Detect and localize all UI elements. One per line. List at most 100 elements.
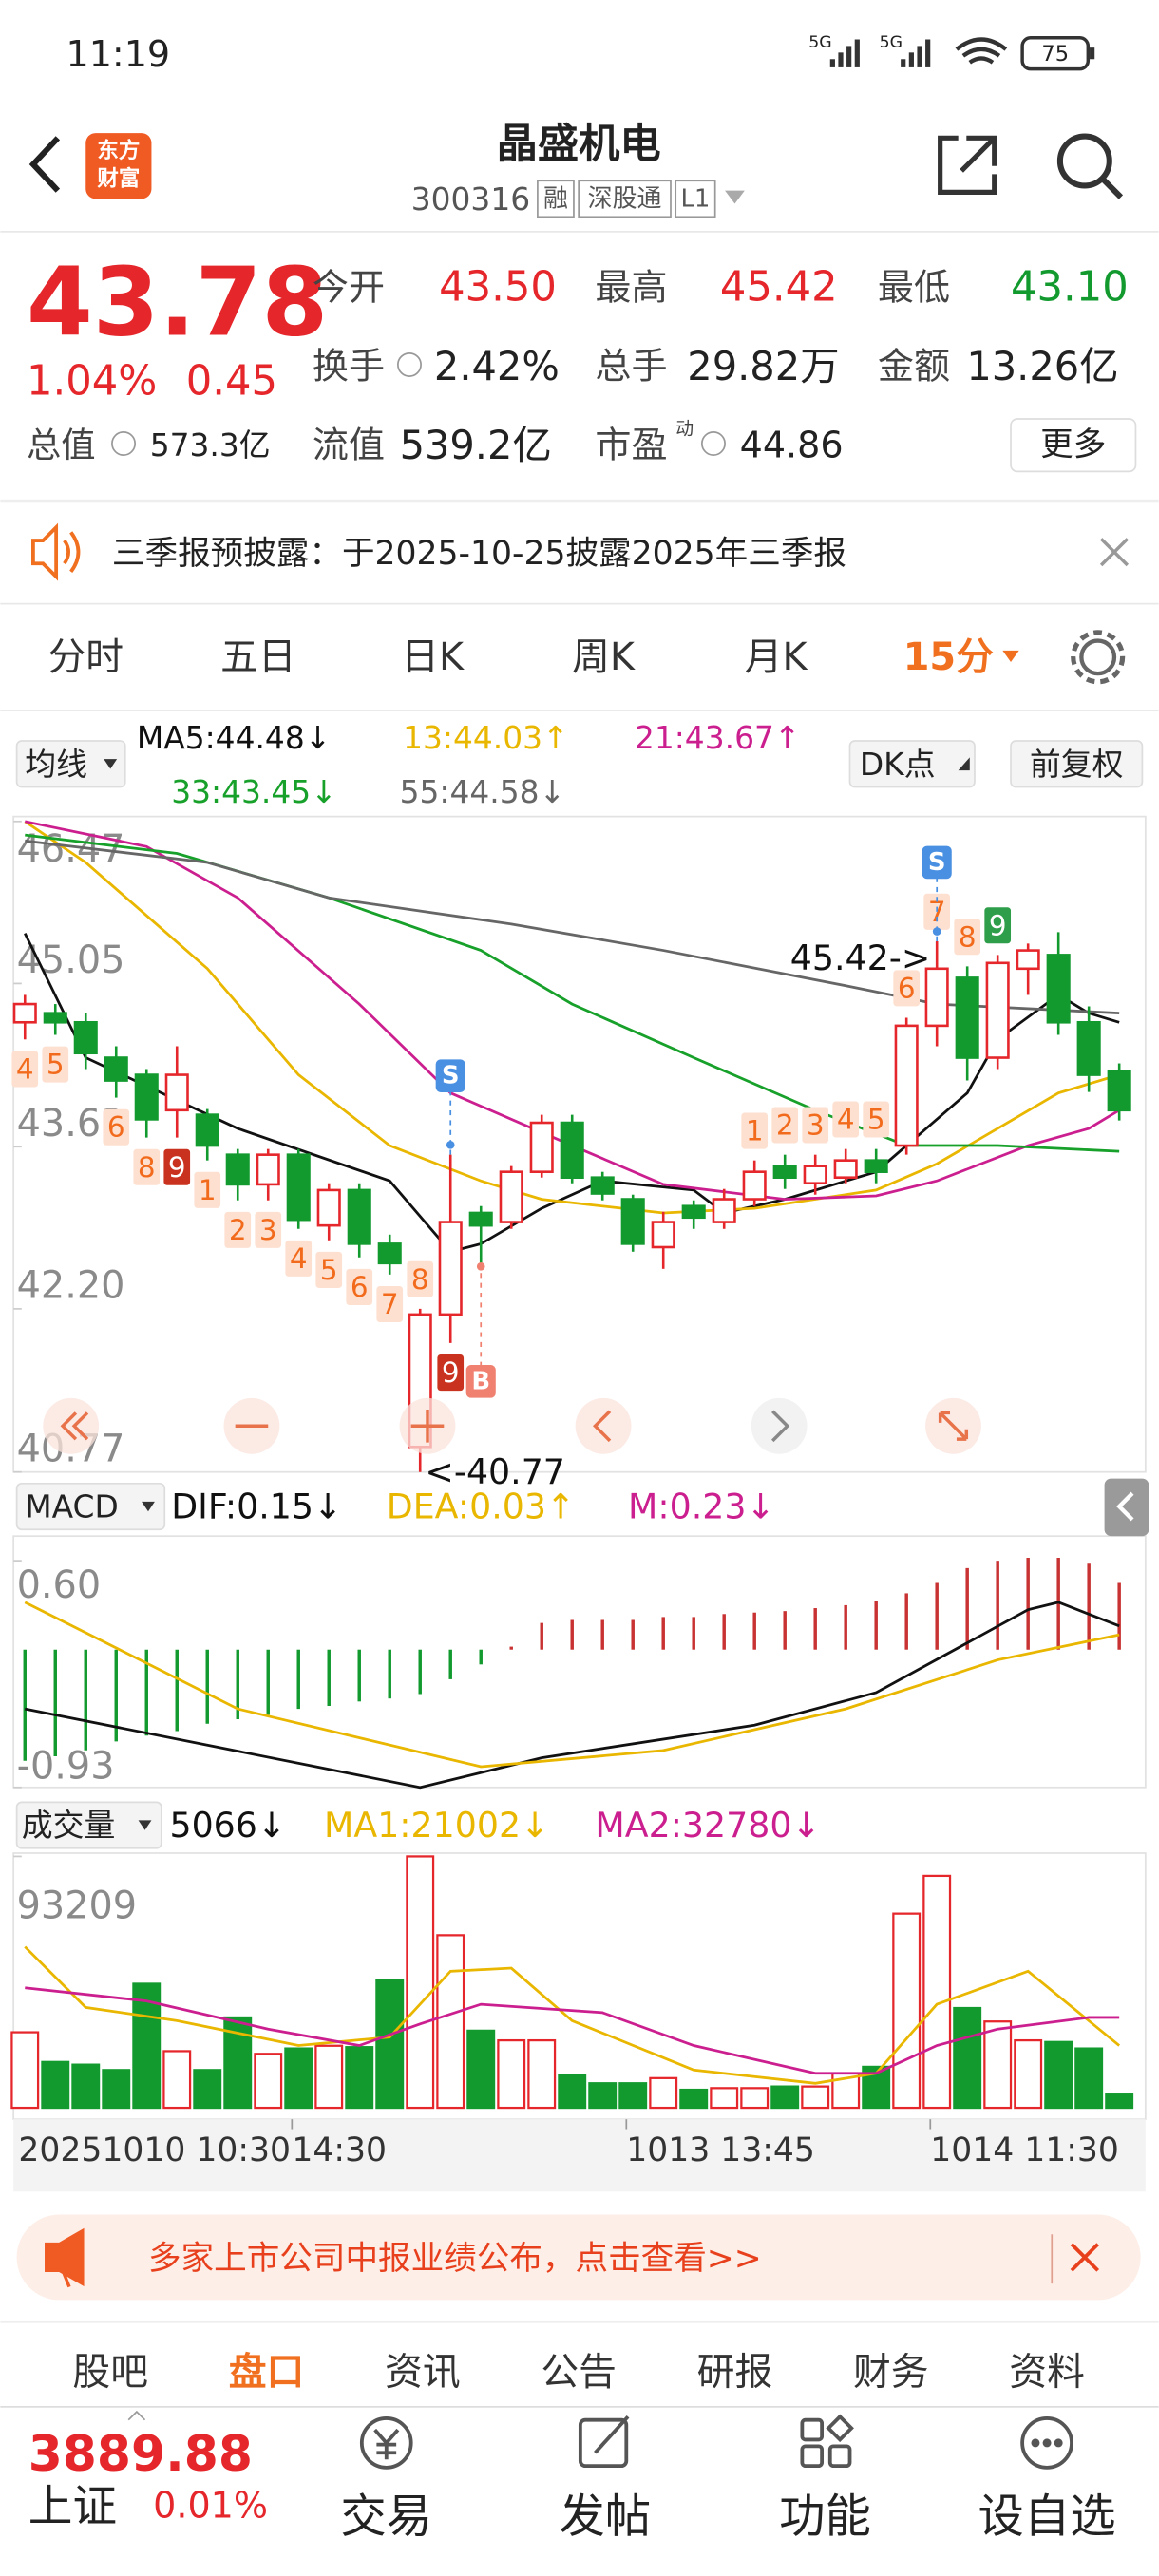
candle-body (985, 961, 1010, 1059)
index-name[interactable]: 上证 (28, 2481, 117, 2532)
volume-bar (345, 2046, 374, 2110)
banner-close[interactable] (1070, 2243, 1100, 2272)
badge (537, 180, 575, 218)
adjust-button-text[interactable]: 前复权 (1030, 746, 1124, 783)
macd-frame (12, 1535, 1147, 1789)
macd-button-text[interactable]: MACD (25, 1488, 119, 1525)
more-button[interactable] (1010, 418, 1137, 473)
info-icon[interactable] (700, 431, 726, 456)
notice-text[interactable]: 三季报预披露：于2025-10-25披露2025年三季报 (112, 535, 846, 573)
signal-icon (829, 39, 860, 67)
td-badge (315, 1251, 343, 1288)
y-tick-label: -0.93 (17, 1744, 115, 1788)
info-tab[interactable]: 股吧 (72, 2351, 148, 2395)
collapse-button[interactable] (1104, 1478, 1150, 1537)
search-button[interactable] (1100, 177, 1124, 199)
wifi-icon (955, 37, 1008, 65)
expand-icon[interactable] (127, 2410, 146, 2421)
volume-bar (132, 1982, 162, 2110)
td-count: 2 (229, 1214, 247, 1246)
divider (0, 499, 1159, 503)
chart-controls (43, 1397, 981, 1454)
info-tab[interactable]: 公告 (541, 2351, 617, 2395)
footer-action[interactable]: 发帖 (559, 2491, 651, 2544)
search-button[interactable] (1056, 133, 1112, 189)
macd-button[interactable] (15, 1482, 166, 1531)
ma-line (25, 839, 1120, 1015)
volume-button-text[interactable]: 成交量 (22, 1807, 116, 1844)
period-tab[interactable]: 15分 (903, 635, 994, 679)
footer-action[interactable]: 设自选 (978, 2491, 1115, 2544)
info-tab[interactable]: 财务 (853, 2351, 929, 2395)
dropdown-icon[interactable] (104, 759, 118, 769)
notice-icon (31, 522, 81, 581)
ma-button[interactable] (15, 740, 126, 788)
close-notice[interactable] (1099, 538, 1130, 567)
dk-button[interactable] (848, 740, 976, 788)
td-count: 5 (47, 1049, 65, 1081)
candle-body (742, 1170, 767, 1201)
info-tab[interactable]: 盘口 (229, 2351, 305, 2395)
info-tab[interactable]: 资讯 (385, 2351, 461, 2395)
info-tab[interactable]: 研报 (697, 2351, 773, 2395)
volume-bar (588, 2082, 618, 2110)
candle-body (833, 1159, 858, 1179)
share-button[interactable] (938, 135, 998, 195)
candle-body (438, 1221, 463, 1316)
promo-banner[interactable] (16, 2214, 1141, 2301)
field-value: 43.50 (439, 264, 557, 312)
y-tick-label: 0.60 (17, 1563, 102, 1607)
collapse-icon[interactable] (1116, 1491, 1134, 1522)
battery-tip (1090, 47, 1095, 60)
footer-action[interactable]: 功能 (779, 2491, 871, 2544)
period-tab[interactable]: 周K (572, 635, 636, 679)
td-badge (42, 1046, 69, 1083)
adjust-button[interactable] (1010, 740, 1144, 788)
info-icon[interactable] (397, 351, 422, 377)
more-button-text[interactable]: 更多 (1040, 426, 1106, 464)
volume-bar (527, 2038, 557, 2110)
volume-button[interactable] (15, 1801, 162, 1849)
field-label: 今开 (313, 267, 385, 309)
dropdown-icon[interactable] (142, 1501, 155, 1512)
index-value[interactable]: 3889.88 (28, 2426, 253, 2483)
info-icon[interactable] (111, 431, 137, 456)
settings-button[interactable] (1071, 630, 1126, 685)
index-pct[interactable]: 0.01% (153, 2485, 268, 2527)
period-tab[interactable]: 日K (401, 635, 465, 679)
period-tab[interactable]: 月K (745, 635, 808, 679)
field-value: 539.2亿 (400, 422, 552, 468)
badge-text: L1 (680, 184, 710, 213)
info-tab[interactable]: 资料 (1009, 2351, 1085, 2395)
volume-bar (314, 2044, 344, 2110)
dk-button-text[interactable]: DK点 (860, 746, 936, 783)
td-count: 6 (351, 1271, 369, 1303)
y-tick-label: 42.20 (17, 1264, 125, 1308)
td-count: 4 (16, 1052, 34, 1085)
td-count: 9 (168, 1151, 186, 1184)
period-tab[interactable]: 分时 (48, 635, 124, 679)
banner-text[interactable]: 多家上市公司中报业绩公布，点击查看>> (148, 2240, 762, 2278)
candle-body (256, 1153, 280, 1186)
dropdown-icon[interactable] (1002, 650, 1019, 663)
td-badge (376, 1285, 404, 1322)
field-label: 最高 (595, 267, 667, 309)
td-count: 4 (290, 1242, 308, 1275)
dropdown-icon[interactable] (958, 757, 970, 771)
stock-name: 晶盛机电 (497, 121, 661, 168)
candle-body (468, 1211, 493, 1227)
back-button[interactable] (28, 136, 61, 193)
footer-action[interactable]: 交易 (340, 2491, 432, 2544)
field-value: 573.3亿 (150, 426, 271, 464)
change: 0.45 (186, 357, 277, 405)
td-badge (346, 1268, 373, 1305)
footer-icons[interactable] (359, 2414, 1074, 2470)
ma-legend: 55:44.58↓ (400, 773, 566, 810)
period-tab[interactable]: 五日 (220, 635, 296, 679)
volume-bar (710, 2087, 739, 2110)
stock-code: 300316 (411, 180, 530, 218)
dropdown-icon[interactable] (725, 190, 745, 204)
dropdown-icon[interactable] (138, 1820, 152, 1830)
logo-text: 财富 (97, 166, 140, 192)
ma-button-text[interactable]: 均线 (25, 746, 87, 783)
